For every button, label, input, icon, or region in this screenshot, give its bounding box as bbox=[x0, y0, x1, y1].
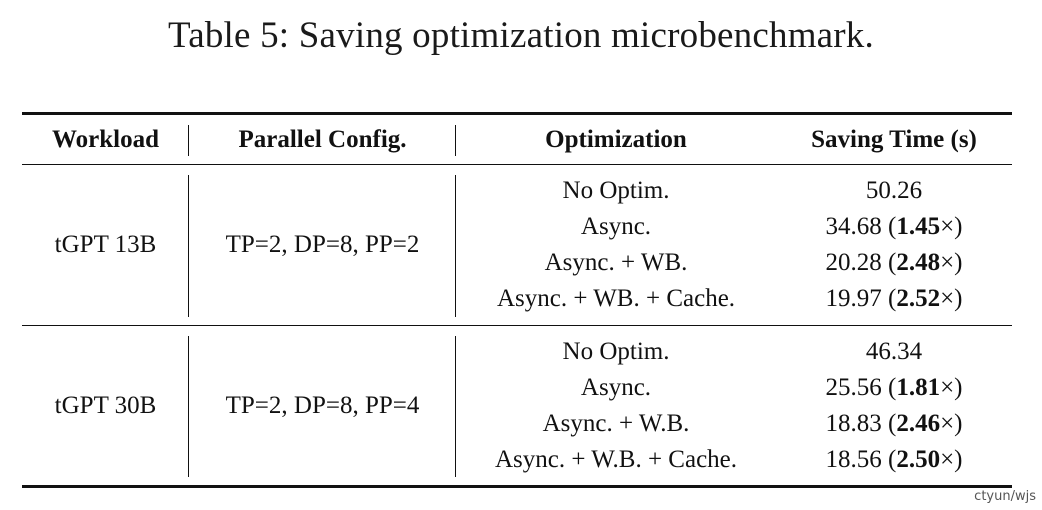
optimization-item: Async. + W.B. + Cache. bbox=[494, 445, 738, 473]
time-number: 18.83 bbox=[825, 409, 882, 437]
watermark: ctyun/wjs bbox=[974, 489, 1036, 504]
saving-time-cell: 46.34 25.56 (1.81×) 18.83 (2.46×) 18.56 … bbox=[776, 325, 1012, 488]
speedup-value: 2.52 bbox=[896, 285, 941, 312]
time-number: 25.56 bbox=[825, 373, 882, 401]
saving-time-value: 46.34 bbox=[866, 334, 922, 370]
optimization-cell: No Optim. Async. Async. + WB. Async. + W… bbox=[456, 165, 776, 326]
optimization-item: No Optim. bbox=[562, 337, 670, 365]
header-saving-time: Saving Time (s) bbox=[776, 112, 1012, 165]
speedup-value: 2.48 bbox=[896, 249, 941, 276]
optimization-item: Async. bbox=[580, 213, 652, 240]
speedup-value: 1.45 bbox=[896, 213, 941, 240]
optimization-item: No Optim. bbox=[562, 177, 670, 204]
saving-time-cell: 50.26 34.68 (1.45×) 20.28 (2.48×) 19.97 … bbox=[776, 165, 1012, 326]
saving-time-value: 50.26 bbox=[866, 173, 922, 209]
saving-time-value: 20.28 (2.48×) bbox=[825, 249, 963, 276]
time-number: 20.28 bbox=[825, 249, 882, 276]
saving-time-value: 18.83 (2.46×) bbox=[825, 409, 963, 437]
table-header-row: Workload Parallel Config. Optimization S… bbox=[22, 112, 1012, 165]
time-number: 46.34 bbox=[865, 337, 923, 365]
table-group-row: tGPT 30B TP=2, DP=8, PP=4 No Optim. Asyn… bbox=[22, 325, 1012, 488]
saving-time-value: 25.56 (1.81×) bbox=[825, 373, 963, 401]
speedup-value: 1.81 bbox=[896, 373, 941, 401]
saving-time-value: 19.97 (2.52×) bbox=[825, 285, 963, 312]
parallel-config-cell: TP=2, DP=8, PP=4 bbox=[189, 325, 456, 488]
optimization-item: Async. + W.B. bbox=[542, 409, 690, 437]
time-number: 50.26 bbox=[865, 177, 923, 204]
table-group-row: tGPT 13B TP=2, DP=8, PP=2 No Optim. Asyn… bbox=[22, 165, 1012, 326]
time-number: 19.97 bbox=[825, 285, 882, 312]
optimization-item: Async. bbox=[580, 373, 652, 401]
saving-time-value: 34.68 (1.45×) bbox=[825, 213, 963, 240]
header-optimization: Optimization bbox=[456, 112, 776, 165]
optimization-cell: No Optim. Async. Async. + W.B. Async. + … bbox=[456, 325, 776, 488]
workload-cell: tGPT 30B bbox=[22, 325, 189, 488]
benchmark-table: Workload Parallel Config. Optimization S… bbox=[22, 112, 1012, 488]
header-workload: Workload bbox=[22, 112, 189, 165]
table-caption: Table 5: Saving optimization microbenchm… bbox=[168, 15, 874, 56]
speedup-value: 2.46 bbox=[896, 409, 941, 437]
header-parallel-config: Parallel Config. bbox=[189, 112, 456, 165]
workload-cell: tGPT 13B bbox=[22, 165, 189, 326]
optimization-item: Async. + WB. bbox=[544, 249, 688, 276]
parallel-config-cell: TP=2, DP=8, PP=2 bbox=[189, 165, 456, 326]
speedup-value: 2.50 bbox=[896, 445, 941, 473]
time-number: 18.56 bbox=[825, 445, 882, 473]
time-number: 34.68 bbox=[825, 213, 882, 240]
optimization-item: Async. + WB. + Cache. bbox=[496, 285, 736, 312]
saving-time-value: 18.56 (2.50×) bbox=[825, 445, 963, 473]
